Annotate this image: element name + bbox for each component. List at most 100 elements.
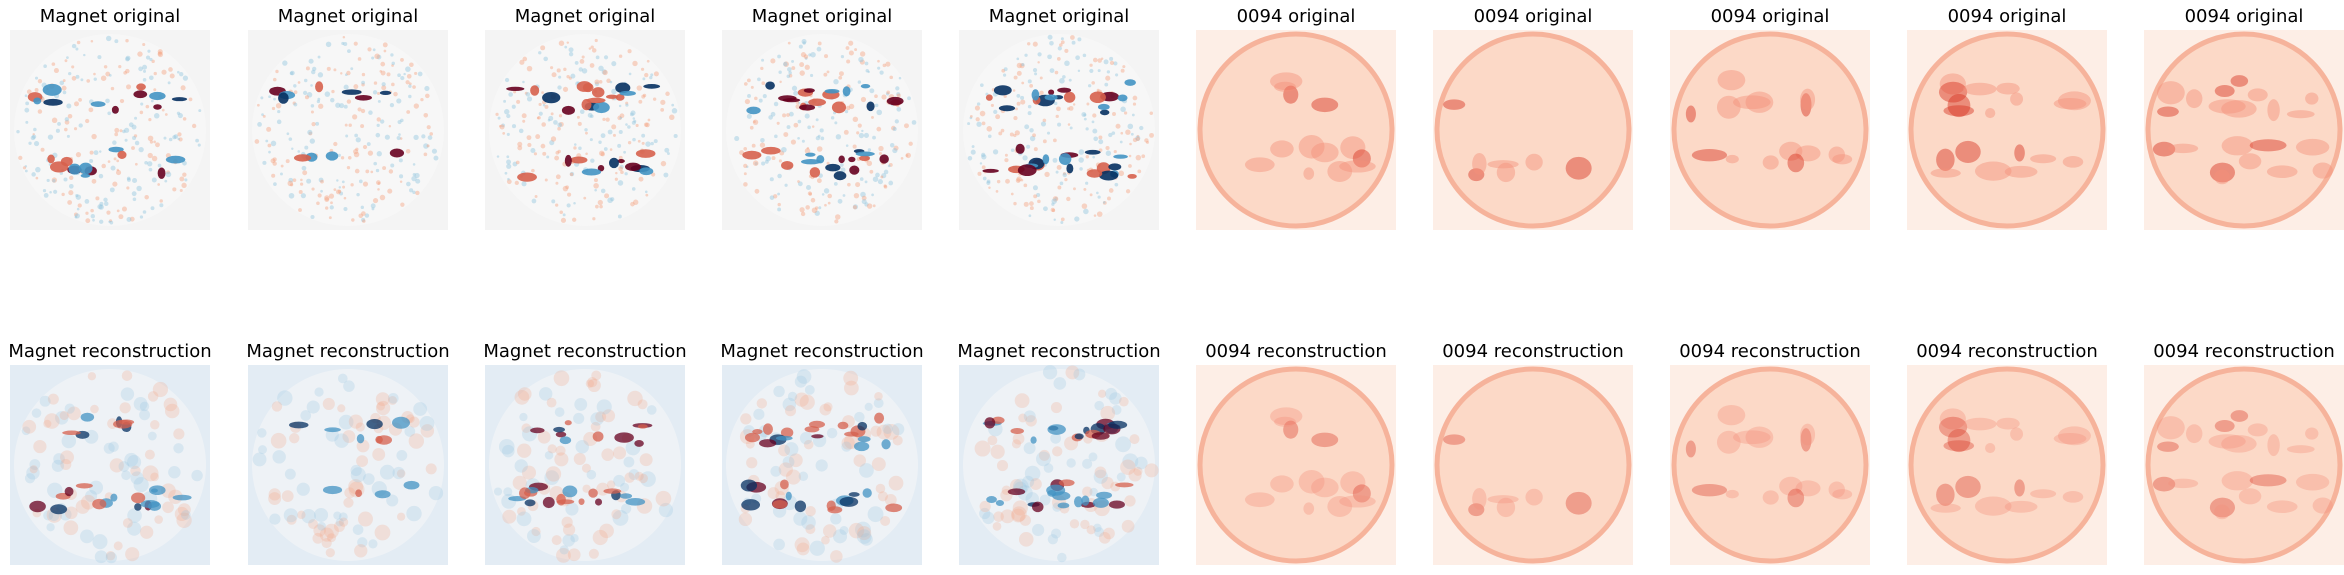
noise-speckle bbox=[126, 216, 132, 222]
noise-speckle bbox=[979, 500, 991, 513]
noise-speckle bbox=[64, 403, 75, 414]
noise-speckle bbox=[1073, 187, 1076, 191]
noise-speckle bbox=[338, 414, 354, 430]
noise-speckle bbox=[638, 473, 648, 484]
noise-speckle bbox=[145, 104, 150, 109]
original-panel: 0094 original bbox=[1670, 0, 1870, 230]
noise-speckle bbox=[61, 85, 67, 91]
noise-speckle bbox=[179, 71, 184, 77]
noise-speckle bbox=[506, 155, 510, 159]
noise-speckle bbox=[1130, 132, 1134, 136]
noise-speckle bbox=[388, 125, 392, 128]
noise-speckle bbox=[652, 97, 657, 101]
coronal-bright-region bbox=[1565, 491, 1592, 515]
negative-polarity-region bbox=[619, 90, 636, 96]
noise-speckle bbox=[133, 476, 149, 493]
noise-speckle bbox=[67, 114, 73, 119]
solar-disk bbox=[963, 369, 1155, 561]
noise-speckle bbox=[60, 459, 72, 471]
coronal-bright-region bbox=[1787, 153, 1805, 173]
noise-speckle bbox=[860, 96, 867, 103]
noise-speckle bbox=[343, 196, 347, 200]
noise-speckle bbox=[268, 95, 271, 99]
noise-speckle bbox=[257, 122, 262, 127]
noise-speckle bbox=[566, 203, 571, 208]
noise-speckle bbox=[1016, 176, 1022, 182]
negative-polarity-region bbox=[356, 433, 365, 444]
coronal-bright-region bbox=[1298, 134, 1325, 159]
noise-speckle bbox=[343, 41, 348, 47]
noise-speckle bbox=[155, 142, 160, 148]
noise-speckle bbox=[177, 137, 180, 141]
noise-speckle bbox=[840, 54, 845, 59]
noise-speckle bbox=[521, 181, 527, 187]
positive-polarity-region bbox=[376, 435, 393, 445]
noise-speckle bbox=[1105, 145, 1110, 151]
positive-polarity-region bbox=[780, 479, 789, 490]
noise-speckle bbox=[599, 150, 605, 156]
noise-speckle bbox=[905, 154, 909, 157]
negative-polarity-region bbox=[1057, 502, 1070, 509]
original-panel: Magnet original bbox=[485, 0, 685, 230]
noise-speckle bbox=[839, 163, 844, 167]
noise-speckle bbox=[1102, 201, 1106, 204]
noise-speckle bbox=[29, 465, 38, 474]
noise-speckle bbox=[823, 72, 828, 77]
positive-polarity-region bbox=[1010, 427, 1024, 435]
noise-speckle bbox=[271, 173, 276, 178]
noise-speckle bbox=[1085, 181, 1089, 185]
noise-speckle bbox=[1093, 469, 1108, 484]
noise-speckle bbox=[360, 205, 364, 210]
noise-speckle bbox=[130, 465, 141, 477]
noise-speckle bbox=[1085, 155, 1089, 159]
noise-speckle bbox=[815, 118, 819, 122]
coronal-bright-region bbox=[2157, 441, 2179, 452]
coronal-bright-region bbox=[1947, 428, 1971, 453]
magnetogram-image bbox=[722, 30, 922, 230]
noise-speckle bbox=[1109, 60, 1115, 66]
positive-polarity-region bbox=[564, 420, 572, 426]
noise-speckle bbox=[52, 179, 56, 183]
noise-speckle bbox=[93, 72, 96, 76]
noise-speckle bbox=[560, 217, 567, 223]
noise-speckle bbox=[896, 92, 901, 97]
noise-speckle bbox=[29, 459, 41, 470]
positive-polarity-region bbox=[742, 150, 762, 160]
noise-speckle bbox=[779, 80, 782, 84]
noise-speckle bbox=[1132, 102, 1137, 106]
noise-speckle bbox=[164, 179, 168, 183]
noise-speckle bbox=[597, 199, 603, 206]
noise-speckle bbox=[1013, 133, 1017, 138]
noise-speckle bbox=[1059, 181, 1064, 186]
noise-speckle bbox=[595, 204, 599, 209]
noise-speckle bbox=[1119, 396, 1129, 407]
noise-speckle bbox=[551, 535, 562, 546]
noise-speckle bbox=[379, 70, 383, 73]
noise-speckle bbox=[555, 150, 560, 155]
noise-speckle bbox=[585, 152, 588, 155]
noise-speckle bbox=[761, 161, 766, 166]
noise-speckle bbox=[557, 126, 561, 131]
noise-speckle bbox=[619, 164, 624, 169]
noise-speckle bbox=[872, 204, 876, 208]
negative-polarity-region bbox=[848, 492, 860, 497]
noise-speckle bbox=[746, 78, 751, 83]
positive-polarity-region bbox=[555, 431, 567, 438]
noise-speckle bbox=[163, 397, 178, 412]
noise-speckle bbox=[835, 134, 842, 140]
noise-speckle bbox=[1092, 57, 1098, 63]
noise-speckle bbox=[147, 391, 159, 402]
noise-speckle bbox=[747, 94, 751, 98]
noise-speckle bbox=[157, 183, 160, 186]
noise-speckle bbox=[799, 431, 813, 445]
noise-speckle bbox=[1023, 442, 1036, 455]
noise-speckle bbox=[40, 147, 45, 152]
noise-speckle bbox=[900, 157, 904, 160]
coronal-bright-region bbox=[1800, 428, 1812, 452]
noise-speckle bbox=[319, 527, 334, 542]
noise-speckle bbox=[793, 511, 808, 526]
noise-speckle bbox=[1098, 532, 1111, 544]
noise-speckle bbox=[786, 74, 791, 79]
noise-speckle bbox=[1051, 198, 1057, 204]
noise-speckle bbox=[1149, 132, 1154, 138]
